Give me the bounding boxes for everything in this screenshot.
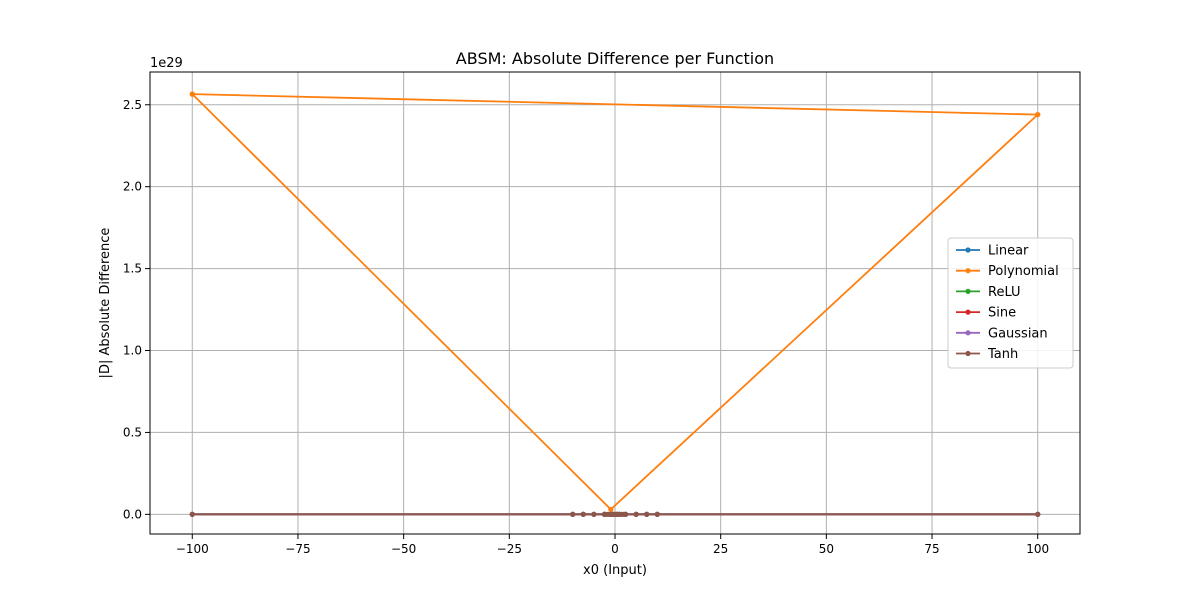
x-tick-label: 25 [713,542,728,556]
y-tick-label: 2.0 [123,180,142,194]
legend-label: Linear [988,244,1029,259]
data-point-polynomial [1035,111,1041,118]
series-polynomial [189,91,1041,513]
x-tick-label: 50 [819,542,834,556]
legend-marker [965,288,971,294]
legend: Linear Polynomial ReLU Sine Gaussian Tanh [947,237,1074,369]
series-layer [189,91,1041,517]
data-point-tanh [644,511,650,517]
legend-item-sine: Sine [956,306,1016,321]
data-point-tanh [654,511,660,517]
x-axis: −100 −75 −50 −25 0 25 50 75 100 [176,534,1049,556]
data-point-tanh [1035,511,1041,517]
x-tick-label: −100 [176,542,209,556]
y-tick-label: 1.5 [123,262,142,276]
y-tick-label: 0.5 [123,425,142,439]
y-offset-text: 1e29 [150,56,183,71]
legend-marker [965,309,971,315]
legend-marker [965,268,971,274]
legend-label: ReLU [988,285,1021,300]
data-point-tanh [591,511,597,517]
data-point-tanh [633,511,639,517]
y-tick-label: 1.0 [123,344,142,358]
series-tanh [189,511,1041,517]
x-tick-label: 75 [924,542,939,556]
legend-item-linear: Linear [956,244,1029,259]
legend-item-polynomial: Polynomial [956,264,1059,279]
y-tick-label: 2.5 [123,98,142,112]
x-tick-label: −25 [497,542,522,556]
x-tick-label: −50 [391,542,416,556]
legend-item-tanh: Tanh [956,347,1018,362]
data-point-tanh [580,511,586,517]
data-point-tanh [570,511,576,517]
data-point-tanh [189,511,195,517]
y-axis-label: |D| Absolute Difference [98,228,113,379]
legend-label: Gaussian [988,326,1048,341]
legend-marker [965,247,971,253]
x-tick-label: 100 [1026,542,1049,556]
x-tick-label: 0 [611,542,619,556]
legend-label: Tanh [987,347,1018,362]
legend-label: Polynomial [988,264,1059,279]
chart-title: ABSM: Absolute Difference per Function [456,49,774,68]
data-point-polynomial [608,506,614,513]
data-point-tanh [622,511,629,517]
legend-label: Sine [988,306,1016,321]
legend-item-relu: ReLU [956,285,1021,300]
y-tick-label: 0.0 [123,507,142,521]
y-axis: 0.0 0.5 1.0 1.5 2.0 2.5 [123,98,150,521]
data-point-polynomial [189,91,195,97]
legend-item-gaussian: Gaussian [956,326,1048,341]
x-tick-label: −75 [285,542,310,556]
x-axis-label: x0 (Input) [583,563,647,578]
legend-marker [965,330,971,336]
legend-marker [965,350,971,357]
